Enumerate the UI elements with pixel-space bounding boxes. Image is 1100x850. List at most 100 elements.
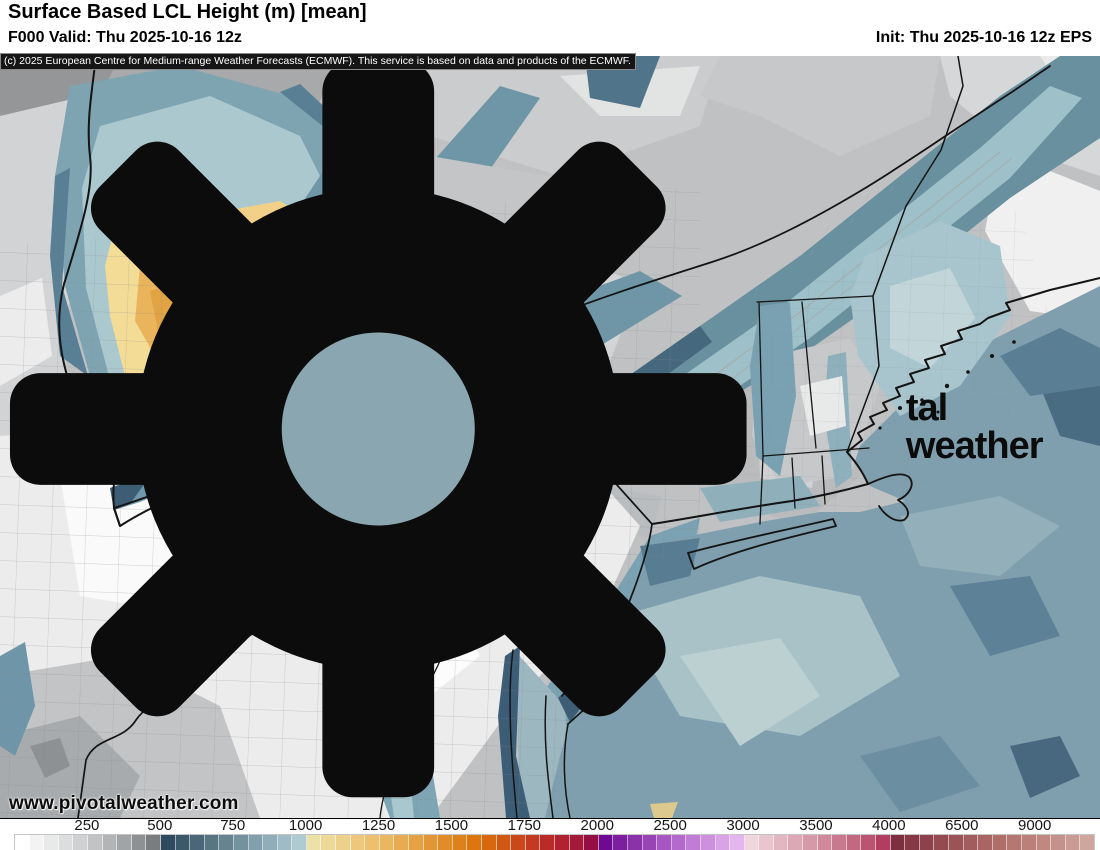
- watermark-url: www.pivotalweather.com: [9, 793, 239, 814]
- colorbar-segment: [832, 835, 847, 850]
- colorbar-segment: [992, 835, 1008, 850]
- colorbar-segment: [350, 835, 366, 850]
- colorbar-segment: [846, 835, 862, 850]
- colorbar-segment: [248, 835, 264, 850]
- colorbar-segment: [336, 835, 351, 850]
- colorbar-ticks: 250 500 750 1000 1250 1500 1750 2000 2500 3000 350…: [14, 817, 1093, 834]
- colorbar-segment: [1051, 835, 1066, 850]
- colorbar-segment: [423, 835, 439, 850]
- colorbar-segment: [73, 835, 88, 850]
- colorbar-tick-label: 6500: [945, 817, 979, 834]
- colorbar-tick-label: 1750: [507, 817, 542, 834]
- colorbar-segment: [905, 835, 920, 850]
- colorbar-segment: [277, 835, 293, 850]
- colorbar-segment: [934, 835, 949, 850]
- coastal-islands: [878, 340, 1016, 430]
- colorbar-segment: [511, 835, 526, 850]
- colorbar-segment: [204, 835, 220, 850]
- colorbar-segment: [219, 835, 234, 850]
- colorbar-segment: [1036, 835, 1052, 850]
- colorbar-segment: [584, 835, 599, 850]
- colorbar-segment: [160, 835, 176, 850]
- colorbar-segment: [1065, 835, 1081, 850]
- colorbar-segment: [817, 835, 833, 850]
- colorbar-segment: [744, 835, 760, 850]
- colorbar-tick-label: 9000: [1017, 817, 1052, 834]
- colorbar-segment: [438, 835, 453, 850]
- colorbar-segment: [963, 835, 979, 850]
- forecast-map: (c) 2025 European Centre for Medium-rang…: [0, 53, 1100, 819]
- colorbar-segment: [190, 835, 205, 850]
- colorbar-segment: [131, 835, 147, 850]
- colorbar-segment: [87, 835, 103, 850]
- colorbar-segment: [627, 835, 643, 850]
- colorbar-segment: [1021, 835, 1037, 850]
- colorbar-segment: [890, 835, 906, 850]
- ecmwf-copyright-bar: (c) 2025 European Centre for Medium-rang…: [0, 53, 636, 70]
- colorbar-segment: [233, 835, 249, 850]
- colorbar-segment: [949, 835, 964, 850]
- colorbar-segment: [1080, 835, 1094, 850]
- colorbar-segment: [569, 835, 585, 850]
- colorbar-tick-label: 2000: [580, 817, 614, 834]
- colorbar-tick-label: 3000: [726, 817, 760, 834]
- colorbar: [14, 834, 1095, 850]
- colorbar-segment: [700, 835, 716, 850]
- colorbar-segment: [321, 835, 337, 850]
- logo-text-suffix: tal weather: [905, 387, 1044, 467]
- colorbar-segment: [715, 835, 731, 850]
- colorbar-segment: [788, 835, 804, 850]
- colorbar-segment: [58, 835, 74, 850]
- colorbar-tick-label: 1500: [434, 817, 469, 834]
- colorbar-tick-label: 4000: [872, 817, 906, 834]
- colorbar-segment: [657, 835, 672, 850]
- colorbar-segment: [482, 835, 497, 850]
- colorbar-segment: [540, 835, 555, 850]
- colorbar-segment: [379, 835, 395, 850]
- colorbar-segment: [876, 835, 891, 850]
- colorbar-segment: [598, 835, 614, 850]
- colorbar-segment: [15, 835, 30, 850]
- page-title: Surface Based LCL Height (m) [mean]: [8, 1, 367, 23]
- colorbar-tick-label: 750: [220, 817, 246, 834]
- colorbar-segment: [730, 835, 745, 850]
- header: Surface Based LCL Height (m) [mean] F000…: [0, 0, 1100, 56]
- colorbar-segment: [146, 835, 161, 850]
- colorbar-segment: [117, 835, 132, 850]
- colorbar-segment: [773, 835, 789, 850]
- colorbar-segment: [394, 835, 410, 850]
- colorbar-segment: [861, 835, 877, 850]
- colorbar-segment: [306, 835, 322, 850]
- colorbar-segment: [263, 835, 278, 850]
- colorbar-segment: [175, 835, 191, 850]
- colorbar-segment: [292, 835, 307, 850]
- colorbar-tick-label: 3500: [799, 817, 833, 834]
- colorbar-tick-label: 1250: [361, 817, 396, 834]
- pivotal-weather-logo: pivtal weather: [0, 44, 1086, 810]
- colorbar-segment: [554, 835, 570, 850]
- colorbar-segment: [44, 835, 59, 850]
- colorbar-segment: [102, 835, 118, 850]
- colorbar-segment: [452, 835, 468, 850]
- colorbar-segment: [671, 835, 687, 850]
- colorbar-segment: [365, 835, 380, 850]
- colorbar-segment: [642, 835, 658, 850]
- init-time-label: Init: Thu 2025-10-16 12z EPS: [875, 29, 1092, 46]
- colorbar-segment: [409, 835, 424, 850]
- colorbar-segment: [1007, 835, 1022, 850]
- colorbar-segment: [496, 835, 512, 850]
- valid-time-label: F000 Valid: Thu 2025-10-16 12z: [8, 29, 242, 46]
- colorbar-segment: [467, 835, 482, 850]
- colorbar-segment: [29, 835, 45, 850]
- colorbar-tick-label: 250: [74, 817, 100, 834]
- colorbar-segment: [919, 835, 935, 850]
- colorbar-tick-label: 2500: [653, 817, 687, 834]
- colorbar-tick-label: 500: [147, 817, 173, 834]
- gear-icon: [10, 60, 747, 798]
- colorbar-segment: [686, 835, 701, 850]
- colorbar-segment: [978, 835, 993, 850]
- colorbar-segment: [613, 835, 628, 850]
- colorbar-segment: [525, 835, 541, 850]
- colorbar-tick-label: 1000: [288, 817, 323, 834]
